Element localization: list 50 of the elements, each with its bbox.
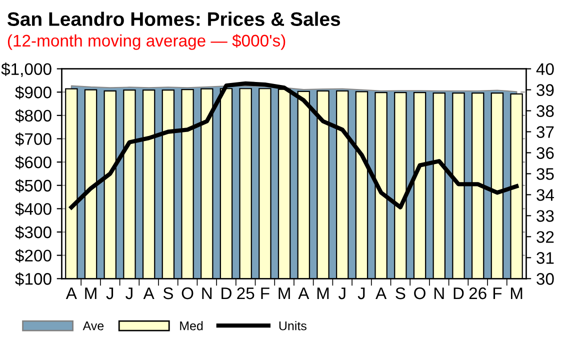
chart-title: San Leandro Homes: Prices & Sales	[7, 12, 340, 26]
x-tick-label: M	[278, 288, 290, 300]
x-tick-label: J	[338, 288, 346, 300]
y2-tick-label: 32	[536, 231, 554, 243]
y2-tick-label: 39	[536, 84, 554, 96]
x-tick-label: S	[163, 287, 173, 300]
x-tick-label: M	[510, 288, 522, 300]
y-tick-label: $200	[15, 249, 52, 263]
x-tick-label: F	[261, 288, 270, 300]
chart-subtitle: (12-month moving average — $000's)	[8, 34, 286, 50]
y-tick-label: $600	[15, 156, 52, 170]
y2-tick-label: 31	[536, 252, 554, 264]
x-tick-label: J	[126, 288, 132, 300]
x-tick-label: N	[434, 288, 444, 300]
y-tick-label: $400	[15, 202, 52, 216]
y2-tick-label: 38	[536, 105, 554, 117]
x-tick-label: O	[414, 287, 426, 300]
y2-tick-label: 36	[536, 147, 554, 159]
y-tick-label: $800	[15, 109, 52, 123]
x-tick-label: O	[182, 287, 194, 300]
y2-tick-label: 40	[536, 63, 554, 76]
x-tick-label: D	[222, 288, 232, 300]
x-tick-label: 25	[237, 287, 254, 300]
x-tick-label: M	[85, 288, 96, 300]
y-tick-label: $900	[15, 86, 52, 100]
y-tick-label: $1,000	[1, 62, 52, 77]
x-tick-label: D	[454, 288, 464, 300]
x-tick-label: N	[202, 288, 212, 300]
y-tick-label: $500	[15, 179, 52, 193]
x-tick-label: S	[396, 287, 406, 300]
y2-tick-label: 33	[536, 210, 554, 222]
y2-tick-label: 34	[536, 189, 554, 201]
y-tick-label: $700	[15, 132, 52, 146]
x-tick-label: A	[66, 288, 77, 300]
x-tick-label: A	[143, 288, 154, 300]
x-tick-label: J	[358, 288, 365, 300]
y2-tick-label: 35	[536, 168, 554, 180]
x-tick-label: M	[317, 288, 329, 300]
x-tick-label: A	[298, 288, 310, 300]
y-tick-label: $100	[15, 272, 52, 286]
x-tick-label: F	[493, 288, 502, 300]
legend-label: Units	[279, 321, 306, 330]
x-tick-label: A	[376, 288, 387, 300]
legend-label: Med	[180, 321, 203, 330]
x-tick-label: 26	[469, 287, 486, 300]
legend-label: Ave	[82, 322, 104, 330]
y-tick-label: $300	[15, 226, 52, 240]
y2-tick-label: 37	[536, 126, 554, 138]
x-tick-label: J	[106, 288, 114, 300]
y2-tick-label: 30	[536, 273, 554, 285]
